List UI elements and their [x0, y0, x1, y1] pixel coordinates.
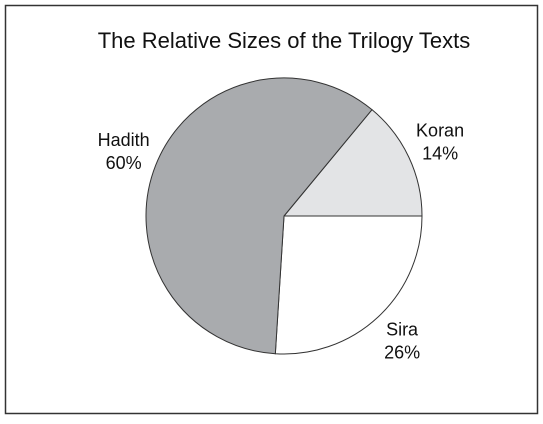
pie-slice: [274, 215, 423, 355]
slice-value-label: 26%: [384, 342, 420, 362]
slice-label: Sira: [386, 319, 419, 339]
slice-value-label: 60%: [106, 153, 142, 173]
chart-title: The Relative Sizes of the Trilogy Texts: [98, 28, 471, 53]
slice-value-label: 14%: [422, 143, 458, 163]
slice-label: Koran: [416, 120, 464, 140]
pie-slice: [282, 108, 423, 217]
slice-label: Hadith: [98, 130, 150, 150]
pie-slice: [145, 77, 373, 355]
